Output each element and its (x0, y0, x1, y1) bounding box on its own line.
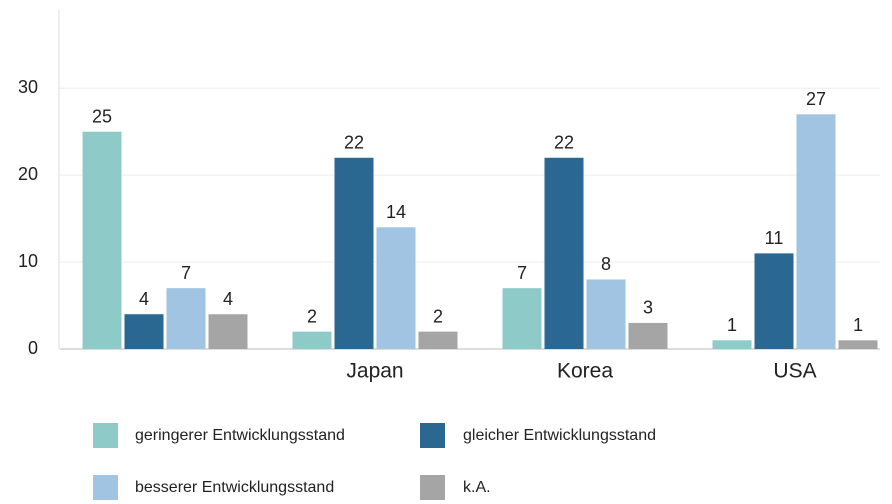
y-tick-label: 10 (18, 251, 38, 271)
value-label: 7 (517, 263, 527, 283)
value-label: 2 (307, 306, 317, 326)
bar (838, 340, 878, 349)
value-label: 11 (765, 228, 784, 248)
value-label: 1 (727, 315, 737, 335)
bar (712, 340, 752, 349)
y-tick-label: 0 (28, 338, 38, 358)
legend-swatch (93, 423, 118, 448)
bar (502, 288, 542, 349)
value-label: 4 (223, 289, 233, 309)
bar (628, 322, 668, 349)
value-label: 22 (554, 133, 574, 153)
value-label: 2 (433, 306, 443, 326)
bar (124, 314, 164, 349)
x-tick-label: USA (773, 360, 816, 383)
x-tick-label: Japan (346, 360, 403, 383)
bar (166, 288, 206, 349)
value-label: 3 (643, 298, 653, 318)
bar (376, 227, 416, 349)
bar (796, 114, 836, 349)
value-label: 4 (139, 289, 149, 309)
value-label: 7 (181, 263, 191, 283)
y-tick-label: 20 (18, 164, 38, 184)
bar (82, 131, 122, 349)
bar (208, 314, 248, 349)
value-label: 22 (344, 133, 364, 153)
legend-label: geringerer Entwicklungsstand (135, 427, 345, 444)
legend-swatch (420, 423, 445, 448)
bar (754, 253, 794, 349)
value-label: 27 (806, 89, 826, 109)
legend-swatch (420, 475, 445, 500)
bar (544, 157, 584, 349)
value-label: 14 (386, 202, 406, 222)
bar (418, 331, 458, 349)
bar (334, 157, 374, 349)
legend-label: besserer Entwicklungsstand (135, 479, 334, 496)
y-tick-label: 30 (18, 77, 38, 97)
bar (586, 279, 626, 349)
value-label: 1 (853, 315, 863, 335)
legend-label: k.A. (463, 479, 491, 496)
legend-label: gleicher Entwicklungsstand (463, 427, 656, 444)
bar (292, 331, 332, 349)
x-tick-label: Korea (557, 360, 613, 383)
value-label: 8 (601, 254, 611, 274)
legend-swatch (93, 475, 118, 500)
value-label: 25 (92, 106, 112, 126)
